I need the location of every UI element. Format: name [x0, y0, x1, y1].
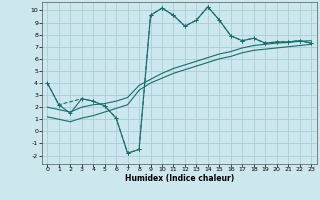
X-axis label: Humidex (Indice chaleur): Humidex (Indice chaleur)	[124, 174, 234, 183]
